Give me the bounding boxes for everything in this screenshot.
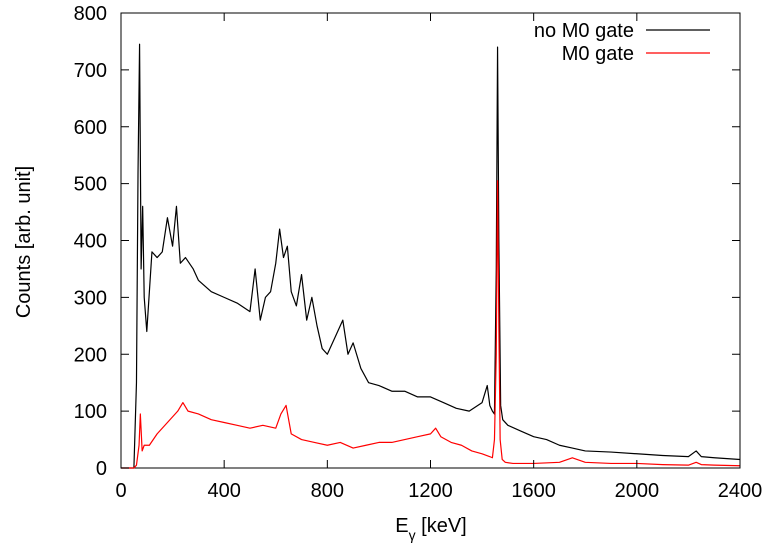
plot-border	[120, 12, 741, 469]
x-tick-label: 1600	[511, 480, 556, 502]
x-tick-label: 0	[115, 480, 126, 502]
x-tick-label: 2000	[615, 480, 660, 502]
x-tick-label: 400	[207, 480, 240, 502]
series-layer	[121, 43, 741, 469]
x-axis-title: Eγ [keV]	[395, 515, 466, 543]
x-axis-title-main: E	[395, 515, 408, 537]
x-tick-label: 2400	[718, 480, 763, 502]
ticks-layer: 0 400 800 1200 1600 2000 2400 0 100 200 300 400 500 6…	[74, 3, 763, 502]
y-tick-label: 600	[74, 117, 107, 139]
y-axis-title: Counts [arb. unit]	[13, 166, 35, 318]
x-axis-title-unit: [keV]	[416, 515, 467, 537]
x-tick-label: 1200	[408, 480, 453, 502]
legend-label: no M0 gate	[534, 20, 634, 42]
x-tick-label: 800	[311, 480, 344, 502]
y-tick-label: 300	[74, 287, 107, 309]
y-tick-label: 500	[74, 174, 107, 196]
y-tick-label: 400	[74, 231, 107, 253]
y-tick-label: 800	[74, 3, 107, 25]
plot-frame	[120, 12, 741, 469]
legend-label: M0 gate	[562, 43, 634, 65]
y-tick-label: 700	[74, 60, 107, 82]
y-tick-label: 200	[74, 344, 107, 366]
y-tick-label: 100	[74, 401, 107, 423]
series-line-no-m0-gate	[121, 43, 741, 469]
y-tick-label: 0	[96, 458, 107, 480]
x-axis-title-sub: γ	[409, 527, 416, 543]
series-line-m0-gate	[121, 180, 741, 469]
